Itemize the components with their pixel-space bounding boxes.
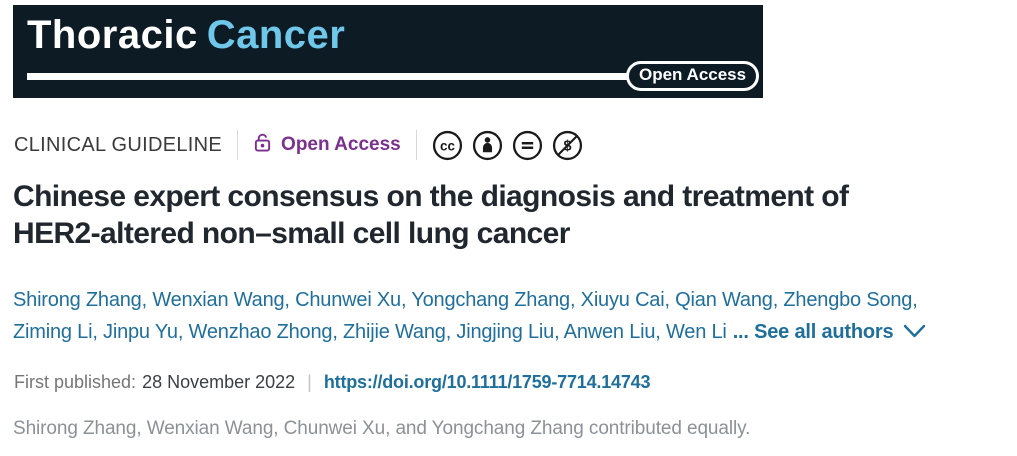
publication-info-row: First published: 28 November 2022 | http… [14,372,650,393]
author-list-line1: Shirong Zhang, Wenxian Wang, Chunwei Xu,… [13,284,926,316]
article-title-line2: HER2-altered non–small cell lung cancer [13,217,570,250]
open-lock-icon [253,131,272,159]
divider [237,130,239,160]
article-meta-row: CLINICAL GUIDELINE Open Access cc [14,128,583,162]
doi-link[interactable]: https://doi.org/10.1111/1759-7714.14743 [323,372,651,392]
divider-pipe: | [307,372,312,392]
cc-icon[interactable]: cc [432,130,463,161]
publication-date: 28 November 2022 [142,372,296,392]
banner-rule-row: Open Access [27,61,760,91]
author-names[interactable]: Shirong Zhang, Wenxian Wang, Chunwei Xu,… [13,289,918,311]
equal-contribution-note: Shirong Zhang, Wenxian Wang, Chunwei Xu,… [13,418,751,439]
cc-nd-icon[interactable] [512,130,543,161]
banner-rule [27,72,628,80]
chevron-down-icon [903,316,926,348]
journal-name-part2: Cancer [206,13,346,57]
journal-logo: Thoracic Cancer [27,13,755,57]
author-list-line2: Ziming Li, Jinpu Yu, Wenzhao Zhong, Zhij… [13,316,926,348]
journal-banner[interactable]: Thoracic Cancer Open Access [13,5,763,98]
cc-by-icon[interactable] [472,130,503,161]
license-icons: cc $ [432,130,583,161]
open-access-link[interactable]: Open Access [253,131,401,159]
author-names[interactable]: Ziming Li, Jinpu Yu, Wenzhao Zhong, Zhij… [13,321,727,343]
open-access-label: Open Access [281,134,401,155]
divider [415,130,417,160]
journal-name-part1: Thoracic [27,13,198,57]
first-published-label: First published: [14,372,137,392]
see-all-authors-button[interactable]: ... See all authors [733,316,927,348]
open-access-badge: Open Access [626,61,760,91]
see-all-authors-label: ... See all authors [732,321,894,343]
svg-text:cc: cc [440,138,455,153]
article-title: Chinese expert consensus on the diagnosi… [13,178,849,252]
article-title-line1: Chinese expert consensus on the diagnosi… [13,180,849,213]
article-type-label: CLINICAL GUIDELINE [14,133,223,156]
cc-nc-icon[interactable]: $ [552,130,583,161]
author-list: Shirong Zhang, Wenxian Wang, Chunwei Xu,… [13,284,926,348]
